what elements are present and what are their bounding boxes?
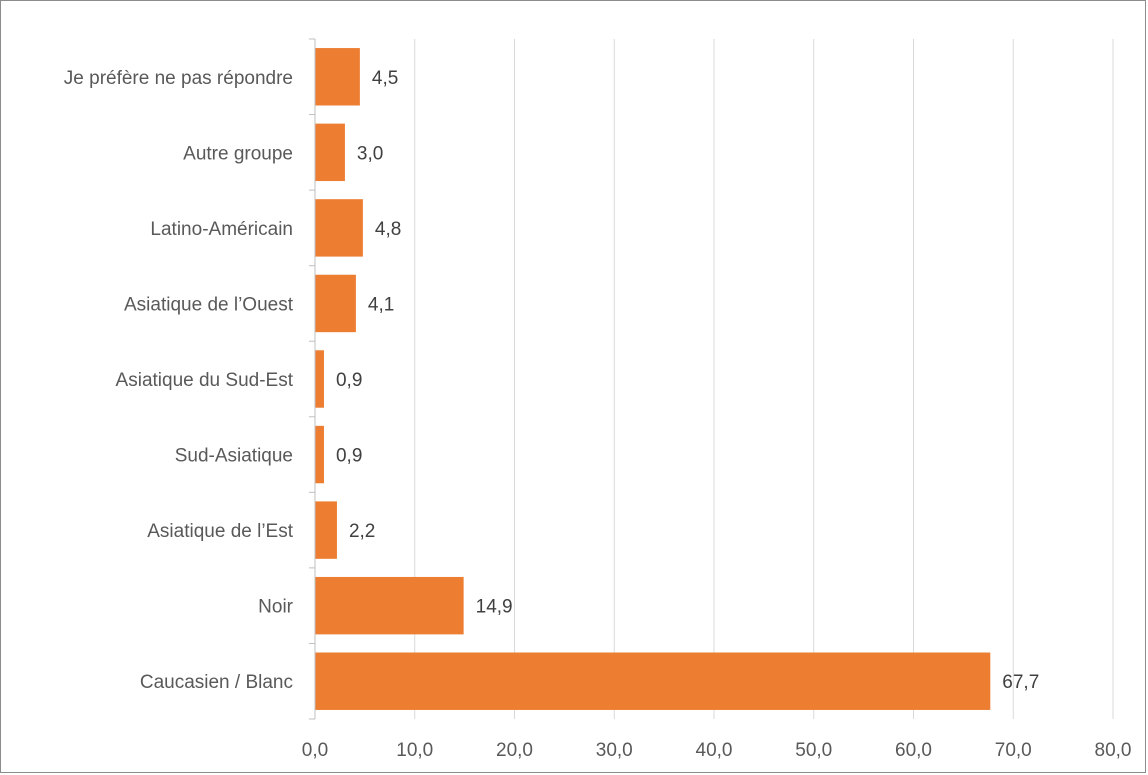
category-label: Caucasien / Blanc xyxy=(140,672,293,693)
value-label: 0,9 xyxy=(336,370,362,391)
bar xyxy=(315,350,324,408)
x-tick-label: 0,0 xyxy=(302,740,328,761)
axes xyxy=(309,38,316,720)
value-label: 4,5 xyxy=(372,68,398,89)
x-tick-label: 70,0 xyxy=(995,740,1032,761)
category-label: Sud-Asiatique xyxy=(175,446,293,467)
category-label: Noir xyxy=(258,597,294,618)
bar xyxy=(315,123,345,182)
x-tick-label: 50,0 xyxy=(795,740,832,761)
value-label: 0,9 xyxy=(336,446,362,467)
x-tick-label: 80,0 xyxy=(1095,740,1132,761)
x-tick-label: 30,0 xyxy=(596,740,633,761)
gridlines xyxy=(414,39,1114,719)
x-tick-label: 40,0 xyxy=(696,740,733,761)
x-tick-label: 60,0 xyxy=(895,740,932,761)
bar xyxy=(315,501,337,559)
bar xyxy=(315,576,464,635)
value-label: 14,9 xyxy=(476,597,513,618)
bar xyxy=(315,274,356,333)
category-label: Autre groupe xyxy=(183,143,293,164)
bars xyxy=(315,48,991,710)
category-label: Latino-Américain xyxy=(150,219,293,240)
category-label: Asiatique de l’Ouest xyxy=(124,294,294,315)
value-label: 3,0 xyxy=(357,143,383,164)
bar xyxy=(315,425,324,484)
bar xyxy=(315,199,363,257)
x-tick-label: 20,0 xyxy=(496,740,533,761)
labels: 0,0 10,0 20,0 30,0 40,0 50,0 60,0 70,0 80,0 Je pr… xyxy=(64,68,1132,761)
bar xyxy=(315,48,360,106)
x-tick-label: 10,0 xyxy=(396,740,433,761)
value-label: 2,2 xyxy=(349,521,375,542)
value-label: 4,1 xyxy=(368,294,394,315)
category-label: Je préfère ne pas répondre xyxy=(64,68,293,89)
value-label: 4,8 xyxy=(375,219,401,240)
value-label: 67,7 xyxy=(1002,672,1039,693)
category-label: Asiatique de l’Est xyxy=(147,521,293,542)
category-label: Asiatique du Sud-Est xyxy=(116,370,294,391)
bar xyxy=(315,652,991,710)
